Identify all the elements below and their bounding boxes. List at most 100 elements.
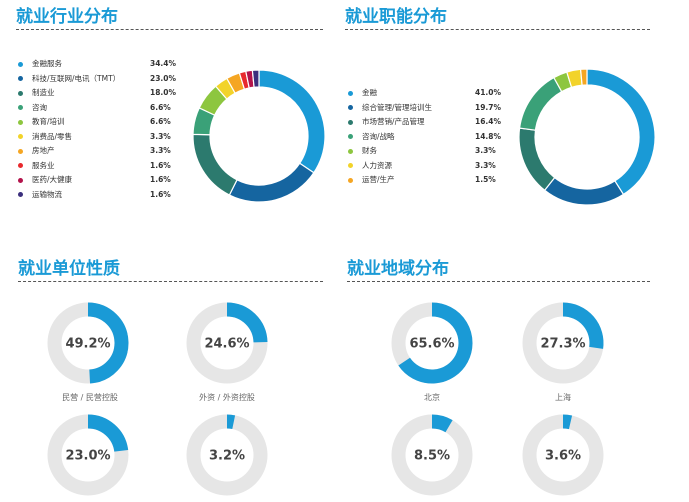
industry-legend-label: 教育/培训 [32, 117, 65, 126]
gauge-label-shanghai: 上海 [555, 393, 571, 402]
foreign-gauge-value-arc [226, 302, 268, 343]
function-legend-item: 咨询/战略 14.8% [348, 130, 501, 145]
industry-section-title: 就业行业分布 [16, 7, 118, 27]
function-legend-swatch [348, 148, 353, 154]
industry-divider [16, 29, 323, 30]
function-legend-value: 19.7% [475, 102, 502, 112]
industry-legend-value: 1.6% [150, 160, 171, 170]
function-legend-value: 41.0% [475, 88, 502, 97]
function-legend-label: 综合管理/管理培训生 [362, 102, 433, 112]
industry-legend-swatch [18, 163, 23, 168]
nature-section-title: 就业单位性质 [18, 259, 120, 279]
private-gauge-value-arc [87, 302, 129, 384]
gauge-label-beijing: 北京 [424, 393, 440, 402]
function-legend-label: 市场营销/产品管理 [362, 117, 425, 126]
nature-4-gauge-percent: 3.2% [209, 449, 245, 464]
industry-legend-item: 制造业 18.0% [18, 86, 178, 101]
industry-legend-label: 房地产 [32, 146, 55, 155]
shanghai-gauge-value-arc [562, 302, 604, 349]
region-4-gauge-value-arc [562, 414, 573, 430]
industry-legend-swatch [18, 61, 23, 67]
nature-4-gauge-value-arc [226, 414, 236, 430]
gauge-label-foreign: 外资 / 外资控股 [199, 393, 255, 402]
function-legend-value: 1.5% [475, 175, 496, 184]
function-legend-value: 14.8% [475, 131, 502, 141]
industry-legend-label: 制造业 [32, 88, 55, 97]
industry-legend-swatch [18, 177, 23, 183]
function-legend-swatch [348, 119, 353, 125]
function-legend-swatch [348, 177, 353, 183]
industry-legend-swatch [18, 76, 23, 81]
industry-legend-value: 6.6% [150, 117, 171, 126]
region-3-gauge-value-arc [431, 414, 453, 433]
industry-legend-label: 医药/大健康 [32, 175, 73, 184]
function-legend-item: 财务 3.3% [348, 144, 496, 159]
industry-legend-value: 1.6% [150, 189, 171, 199]
function-legend-label: 运营/生产 [362, 175, 395, 184]
industry-legend-swatch [18, 134, 23, 139]
function-legend-swatch [348, 163, 353, 168]
industry-legend-item: 咨询 6.6% [18, 101, 178, 116]
function-legend-item: 运营/生产 1.5% [348, 173, 496, 188]
function-legend-value: 3.3% [475, 146, 496, 155]
function-legend-value: 3.3% [475, 160, 496, 170]
industry-legend-value: 34.4% [150, 59, 177, 68]
industry-legend-item: 科技/互联网/电讯（TMT） 23.0% [18, 72, 178, 87]
private-gauge-percent: 49.2% [65, 337, 110, 352]
industry-legend-label: 运输物流 [32, 189, 62, 199]
industry-legend-label: 咨询 [32, 102, 47, 112]
function-legend-label: 咨询/战略 [362, 131, 395, 141]
function-legend-label: 财务 [362, 146, 377, 155]
nature-divider [18, 281, 323, 282]
industry-legend-label: 科技/互联网/电讯（TMT） [32, 73, 121, 83]
function-legend-label: 金融 [362, 88, 377, 97]
shanghai-gauge-percent: 27.3% [540, 337, 585, 352]
industry-legend-item: 金融服务 34.4% [18, 57, 178, 72]
industry-legend-label: 消费品/零售 [32, 131, 73, 141]
industry-legend-swatch [18, 192, 23, 197]
industry-slice [251, 69, 260, 88]
beijing-gauge-percent: 65.6% [409, 337, 454, 352]
function-legend-value: 16.4% [475, 117, 502, 126]
industry-legend-value: 6.6% [150, 102, 171, 112]
function-legend-swatch [348, 134, 353, 139]
region-divider [347, 281, 650, 282]
industry-legend-item: 服务业 1.6% [18, 159, 178, 174]
function-legend-item: 金融 41.0% [348, 86, 501, 101]
function-legend-swatch [348, 90, 353, 96]
industry-legend-swatch [18, 90, 23, 96]
function-legend: 金融 41.0% 综合管理/管理培训生 19.7% 市场营销/产品管理 16.4% 咨询/战… [348, 86, 501, 188]
industry-legend-value: 3.3% [150, 131, 171, 141]
function-legend-item: 人力资源 3.3% [348, 159, 496, 174]
industry-legend-swatch [18, 105, 23, 110]
industry-legend-item: 运输物流 1.6% [18, 188, 178, 203]
industry-legend-value: 3.3% [150, 146, 171, 155]
industry-legend: 金融服务 34.4% 科技/互联网/电讯（TMT） 23.0% 制造业 18.0% 咨询 6.… [18, 57, 178, 202]
industry-legend-item: 消费品/零售 3.3% [18, 130, 178, 145]
function-legend-swatch [348, 105, 353, 110]
industry-legend-label: 金融服务 [32, 59, 62, 68]
industry-legend-item: 教育/培训 6.6% [18, 115, 178, 130]
function-section-title: 就业职能分布 [345, 7, 447, 27]
function-slice [579, 68, 588, 86]
industry-legend-value: 18.0% [150, 88, 177, 97]
industry-legend-swatch [18, 119, 23, 125]
foreign-gauge-percent: 24.6% [204, 337, 249, 352]
industry-legend-value: 1.6% [150, 175, 171, 184]
function-legend-label: 人力资源 [362, 160, 392, 170]
industry-legend-item: 房地产 3.3% [18, 144, 178, 159]
region-4-gauge-percent: 3.6% [545, 449, 581, 464]
industry-legend-value: 23.0% [150, 73, 177, 83]
region-3-gauge-percent: 8.5% [414, 449, 450, 464]
gauge-label-private: 民营 / 民营控股 [62, 393, 118, 402]
industry-legend-item: 医药/大健康 1.6% [18, 173, 178, 188]
function-legend-item: 综合管理/管理培训生 19.7% [348, 101, 501, 116]
function-divider [345, 29, 650, 30]
industry-legend-label: 服务业 [32, 160, 55, 170]
function-legend-item: 市场营销/产品管理 16.4% [348, 115, 501, 130]
industry-legend-swatch [18, 148, 23, 154]
beijing-gauge-value-arc [398, 302, 473, 384]
